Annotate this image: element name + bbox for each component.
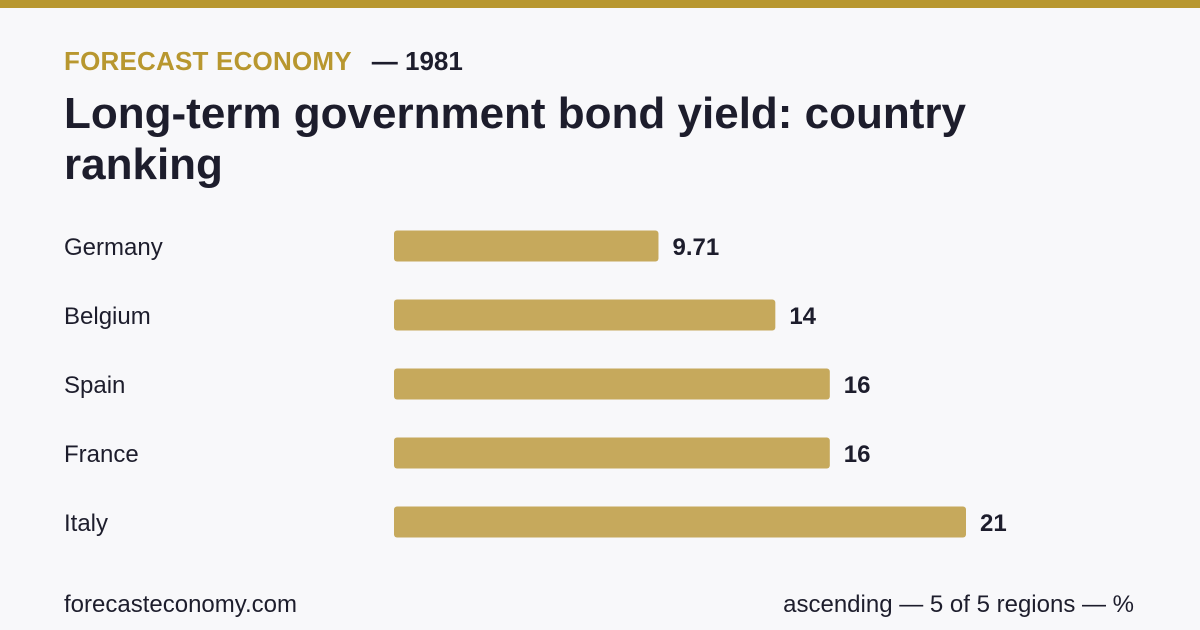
category-label: Germany bbox=[64, 234, 163, 261]
value-label: 14 bbox=[789, 303, 816, 330]
category-label: Spain bbox=[64, 372, 125, 399]
category-label: France bbox=[64, 441, 139, 468]
top-accent-bar bbox=[0, 0, 1200, 8]
category-label: Italy bbox=[64, 510, 108, 537]
chart-note: ascending — 5 of 5 regions — % bbox=[783, 591, 1134, 618]
bar bbox=[394, 299, 776, 331]
bar bbox=[394, 437, 830, 469]
chart-title: Long-term government bond yield: country… bbox=[64, 89, 967, 189]
bar bbox=[394, 230, 659, 262]
value-label: 16 bbox=[844, 441, 871, 468]
year-label: — 1981 bbox=[371, 45, 463, 76]
source-link[interactable]: forecasteconomy.com bbox=[64, 591, 297, 618]
value-label: 16 bbox=[844, 372, 871, 399]
value-label: 21 bbox=[980, 510, 1007, 537]
bar bbox=[394, 506, 966, 538]
brand-name: FORECAST ECONOMY bbox=[64, 45, 352, 76]
category-label: Belgium bbox=[64, 303, 151, 330]
eyebrow: FORECAST ECONOMY — 1981 bbox=[64, 44, 463, 78]
value-label: 9.71 bbox=[672, 234, 719, 261]
bar bbox=[394, 368, 830, 400]
